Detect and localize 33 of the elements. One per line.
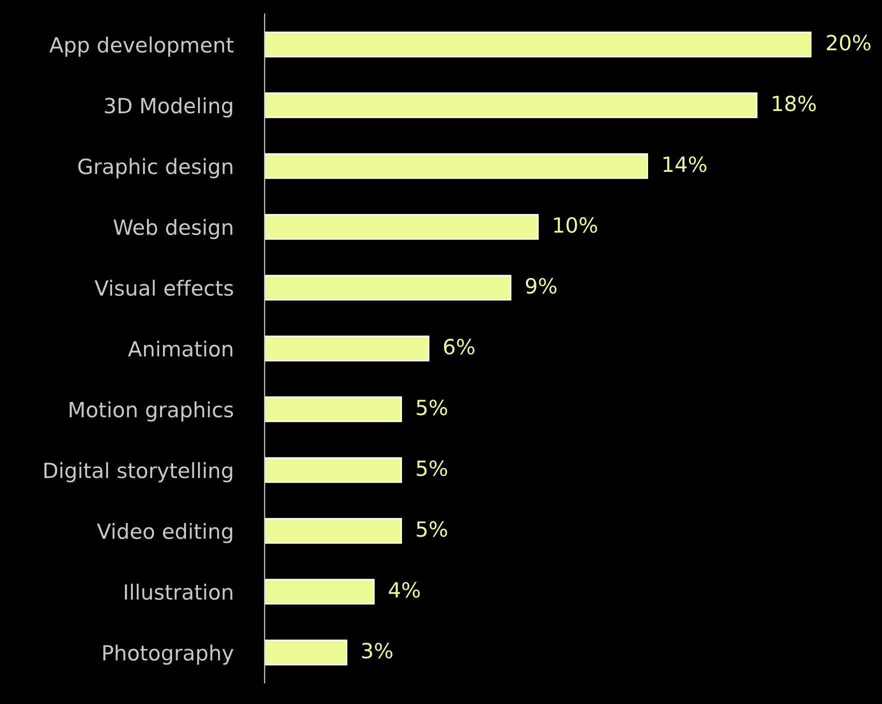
y-tick-label: Motion graphics (70, 401, 234, 422)
data-label: 5% (416, 400, 448, 416)
bar (264, 336, 430, 362)
y-tick-label: Animation (128, 340, 232, 357)
bar (264, 214, 539, 240)
data-label: 6% (444, 338, 474, 355)
y-tick-label: App development (49, 36, 234, 57)
data-label: 3% (362, 642, 392, 659)
bar (264, 457, 402, 483)
bar (264, 274, 512, 301)
data-label: 10% (554, 217, 598, 233)
bar (264, 518, 402, 544)
bar (264, 640, 348, 666)
data-label: 4% (388, 582, 420, 598)
data-label: 14% (664, 156, 706, 172)
y-tick-label: Visual effects (94, 280, 234, 296)
data-label: 18% (772, 96, 816, 112)
y-tick-label: Graphic design (78, 158, 232, 178)
y-tick-label: Video editing (97, 522, 232, 544)
bar (264, 396, 402, 422)
bar (264, 32, 812, 58)
y-tick-label: 3D Modeling (104, 97, 232, 118)
y-tick-label: Digital storytelling (44, 462, 232, 482)
y-tick-label: Illustration (124, 584, 232, 600)
data-label: 5% (416, 460, 448, 476)
bar (264, 153, 648, 179)
y-tick-label: Web design (114, 218, 232, 240)
data-label: 20% (826, 34, 870, 51)
data-label: 5% (416, 521, 448, 537)
bar (264, 578, 375, 605)
y-tick-label: Photography (103, 644, 234, 665)
data-label: 9% (526, 278, 556, 294)
bar (264, 92, 758, 118)
